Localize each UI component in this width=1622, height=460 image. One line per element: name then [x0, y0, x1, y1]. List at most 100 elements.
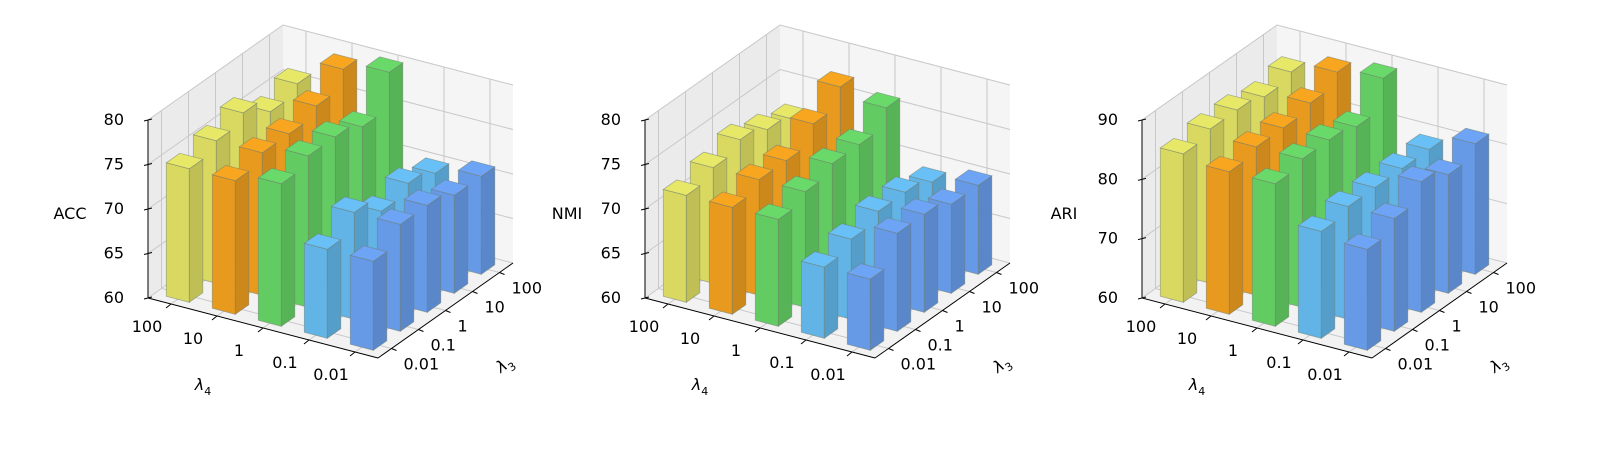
bar-top-face: [311, 120, 350, 138]
x-tick-label: 10: [183, 329, 203, 348]
bar-side-face: [1393, 208, 1409, 333]
bar-front-face: [800, 260, 825, 339]
y-tick-mark: [969, 291, 975, 294]
y-tick-label: 1: [458, 317, 468, 336]
bar-top-face: [735, 163, 774, 181]
x-tick-mark: [708, 315, 715, 321]
bar-top-face: [1240, 80, 1279, 98]
y-tick-label: 0.01: [404, 355, 440, 374]
bar-side-face: [1420, 171, 1436, 314]
x-ticks: 100 10 1 0.1 0.01: [132, 303, 356, 384]
bar-top-face: [338, 110, 377, 128]
bar-top-face: [1259, 111, 1298, 129]
bar-top-face: [1424, 158, 1463, 176]
bar-top-face: [165, 152, 204, 170]
bar-side-face: [480, 166, 496, 276]
bar-side-face: [869, 268, 885, 352]
z-axis-label: ARI: [1051, 204, 1078, 223]
y-axis-label: λ3: [988, 351, 1016, 380]
z-tick-label: 80: [104, 110, 124, 129]
z-tick-label: 60: [1098, 288, 1118, 307]
bar: [1205, 155, 1244, 316]
z-gridline: [1141, 24, 1508, 121]
z-tick-mark: [143, 296, 153, 300]
bar: [257, 167, 296, 328]
y-tick-mark: [942, 310, 948, 313]
bar-top-face: [265, 117, 304, 135]
bar-front-face: [1205, 165, 1230, 315]
z-tick-label: 70: [104, 199, 124, 218]
z-gridline: [147, 24, 514, 121]
x-tick-label: 0.1: [272, 353, 297, 372]
x-tick-mark: [349, 351, 356, 357]
bar-top-face: [689, 151, 728, 169]
bar-front-face: [349, 254, 374, 351]
y-tick-label: 10: [982, 298, 1002, 317]
bar-side-face: [923, 204, 939, 314]
bar-side-face: [188, 158, 204, 304]
bar-top-face: [754, 203, 793, 220]
z-ticks: 60 65 70 75 80: [601, 110, 650, 307]
bar-top-face: [365, 56, 404, 73]
bar-top-face: [292, 89, 331, 107]
bar-top-face: [1405, 133, 1444, 150]
x-tick-label: 1: [234, 341, 244, 360]
y-tick-mark: [1466, 291, 1472, 294]
bar: [1159, 137, 1198, 304]
x-axis-label-text: λ: [1188, 375, 1198, 394]
y-tick-label: 100: [512, 279, 543, 298]
bar-top-face: [1313, 56, 1352, 73]
bar: [1343, 233, 1382, 352]
x-tick-mark: [1205, 315, 1212, 321]
y-tick-label: 10: [485, 298, 505, 317]
bar-top-face: [384, 167, 423, 184]
x-tick-mark: [1159, 303, 1166, 309]
bar-side-face: [1474, 133, 1490, 276]
bar-front-face: [211, 174, 236, 315]
y-tick-label: 1: [1452, 317, 1462, 336]
bar: [349, 245, 388, 352]
bar-top-face: [376, 208, 415, 225]
bar-side-face: [896, 223, 912, 333]
x-axis-label: λ4: [1188, 375, 1205, 398]
bar-front-face: [1251, 177, 1276, 327]
bar-top-face: [808, 147, 847, 165]
y-tick-mark: [1439, 310, 1445, 313]
x-tick-label: 0.1: [769, 353, 794, 372]
bar-top-face: [1397, 165, 1436, 183]
bar-side-face: [453, 185, 469, 295]
bar-top-face: [908, 166, 947, 183]
bar-side-face: [326, 239, 342, 340]
z-tick-label: 65: [601, 244, 621, 263]
bar-top-face: [1359, 62, 1398, 79]
bar-top-face: [1213, 94, 1252, 111]
x-axis-label-sub: 4: [204, 385, 211, 398]
z-ticks: 60 70 80 90: [1098, 110, 1147, 307]
y-tick-mark: [888, 348, 894, 351]
bar-front-face: [754, 212, 779, 327]
z-tick-label: 70: [1098, 229, 1118, 248]
bar-front-face: [1297, 224, 1322, 339]
bar-top-face: [403, 189, 442, 206]
z-tick-label: 70: [601, 199, 621, 218]
z-tick-mark: [640, 207, 650, 211]
bar-top-face: [1251, 167, 1290, 185]
y-tick-mark: [472, 291, 478, 294]
bar-top-face: [1343, 233, 1382, 250]
bars: [1159, 56, 1490, 352]
y-tick-label: 100: [1506, 279, 1537, 298]
z-tick-label: 60: [104, 288, 124, 307]
bar-top-face: [192, 124, 231, 142]
bar: [800, 251, 839, 340]
bar-top-face: [1324, 190, 1363, 207]
x-tick-label: 0.01: [313, 365, 349, 384]
y-tick-mark: [445, 310, 451, 313]
z-tick-label: 60: [601, 288, 621, 307]
bar: [211, 164, 250, 316]
bar-top-face: [349, 245, 388, 262]
bar-top-face: [708, 191, 747, 208]
z-tick-mark: [1137, 118, 1147, 122]
x-tick-label: 1: [1228, 341, 1238, 360]
y-axis-label: λ3: [491, 351, 519, 380]
